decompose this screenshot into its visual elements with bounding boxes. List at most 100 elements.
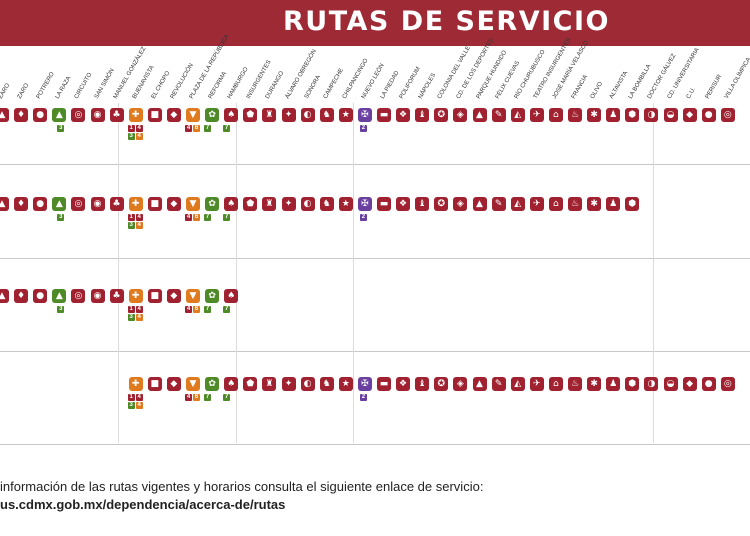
station-icon[interactable]: ◒ — [663, 108, 678, 122]
station-icon[interactable]: ♠ — [224, 197, 239, 211]
station-icon[interactable]: ♠ — [224, 289, 239, 303]
station-icon[interactable]: ✪ — [434, 377, 449, 391]
station-icon[interactable]: ◑ — [644, 108, 659, 122]
station-icon[interactable]: ✿ — [205, 377, 220, 391]
station-icon[interactable]: ■ — [147, 289, 162, 303]
station-icon[interactable]: ◆ — [166, 197, 181, 211]
station-icon[interactable]: ◐ — [300, 377, 315, 391]
station-icon[interactable]: ✚ — [128, 108, 143, 122]
station-icon[interactable]: ◐ — [300, 108, 315, 122]
station-icon[interactable]: ✦ — [281, 108, 296, 122]
station-icon[interactable]: ⬟ — [243, 197, 258, 211]
station-icon[interactable]: ▬ — [377, 197, 391, 211]
station-icon[interactable]: ◒ — [663, 377, 678, 391]
station-icon[interactable]: ▲ — [472, 108, 487, 122]
station-icon[interactable]: ✠ — [357, 377, 372, 391]
station-icon[interactable]: ♠ — [224, 108, 239, 122]
station-icon[interactable]: ◈ — [453, 377, 468, 391]
station-icon[interactable]: ♟ — [606, 108, 621, 122]
station-icon[interactable]: ▲ — [52, 108, 67, 122]
station-icon[interactable]: ♣ — [109, 197, 124, 211]
station-icon[interactable]: ♨ — [568, 377, 582, 391]
station-icon[interactable]: ✚ — [128, 289, 143, 303]
station-icon[interactable]: ♜ — [262, 108, 277, 122]
station-icon[interactable]: ◆ — [682, 377, 697, 391]
station-icon[interactable]: ◆ — [166, 377, 181, 391]
station-icon[interactable]: ◆ — [166, 108, 181, 122]
station-icon[interactable]: ◐ — [300, 197, 315, 211]
station-icon[interactable]: ★ — [338, 108, 353, 122]
station-icon[interactable]: ♞ — [319, 377, 334, 391]
station-icon[interactable]: ✦ — [281, 197, 296, 211]
station-icon[interactable]: ▬ — [377, 377, 391, 391]
footer-link[interactable]: us.cdmx.gob.mx/dependencia/acerca-de/rut… — [0, 497, 286, 512]
station-icon[interactable]: ♨ — [568, 108, 582, 122]
station-icon[interactable]: ♟ — [606, 197, 621, 211]
station-icon[interactable]: ◑ — [644, 377, 659, 391]
station-icon[interactable]: ▼ — [186, 377, 200, 391]
station-icon[interactable]: ♦ — [14, 289, 29, 303]
station-icon[interactable]: ⌂ — [548, 377, 563, 391]
station-icon[interactable]: ▼ — [186, 197, 200, 211]
station-icon[interactable]: ♦ — [14, 197, 29, 211]
station-icon[interactable]: ♜ — [262, 377, 277, 391]
station-icon[interactable]: ♞ — [319, 108, 334, 122]
station-icon[interactable]: ✪ — [434, 108, 449, 122]
station-icon[interactable]: ▲ — [52, 197, 67, 211]
station-icon[interactable]: ★ — [338, 377, 353, 391]
station-icon[interactable]: ♝ — [415, 108, 430, 122]
station-icon[interactable]: ♞ — [319, 197, 334, 211]
station-icon[interactable]: ⬟ — [243, 377, 258, 391]
station-icon[interactable]: ♝ — [415, 197, 430, 211]
station-icon[interactable]: ✎ — [491, 377, 506, 391]
station-icon[interactable]: ✠ — [357, 108, 372, 122]
station-icon[interactable]: ✠ — [357, 197, 372, 211]
station-icon[interactable]: ❖ — [396, 197, 411, 211]
station-icon[interactable]: ◎ — [720, 108, 735, 122]
station-icon[interactable]: ♣ — [109, 289, 124, 303]
station-icon[interactable]: ✿ — [205, 108, 220, 122]
station-icon[interactable]: ⬢ — [625, 197, 640, 211]
station-icon[interactable]: ◆ — [166, 289, 181, 303]
station-icon[interactable]: ✱ — [587, 377, 602, 391]
station-icon[interactable]: ■ — [147, 197, 162, 211]
station-icon[interactable]: ▼ — [186, 108, 200, 122]
station-icon[interactable]: ▼ — [186, 289, 200, 303]
station-icon[interactable]: ◎ — [71, 289, 86, 303]
station-icon[interactable]: ❖ — [396, 377, 411, 391]
station-icon[interactable]: ◭ — [510, 108, 525, 122]
station-icon[interactable]: ⌂ — [548, 197, 563, 211]
station-icon[interactable]: ▲ — [0, 108, 9, 122]
station-icon[interactable]: ✿ — [205, 197, 220, 211]
station-icon[interactable]: ◉ — [90, 289, 105, 303]
station-icon[interactable]: ♨ — [568, 197, 582, 211]
station-icon[interactable]: ◭ — [510, 377, 525, 391]
station-icon[interactable]: ✱ — [587, 108, 602, 122]
station-icon[interactable]: ♣ — [109, 108, 124, 122]
station-icon[interactable]: ◆ — [682, 108, 697, 122]
station-icon[interactable]: ▲ — [0, 289, 9, 303]
station-icon[interactable]: ◎ — [720, 377, 735, 391]
station-icon[interactable]: ★ — [338, 197, 353, 211]
station-icon[interactable]: ♠ — [224, 377, 239, 391]
station-icon[interactable]: ◈ — [453, 108, 468, 122]
station-icon[interactable]: ✈ — [529, 108, 544, 122]
station-icon[interactable]: ▲ — [472, 377, 487, 391]
station-icon[interactable]: ▲ — [52, 289, 67, 303]
station-icon[interactable]: ▲ — [0, 197, 9, 211]
station-icon[interactable]: ◭ — [510, 197, 525, 211]
station-icon[interactable]: ● — [33, 289, 48, 303]
station-icon[interactable]: ▲ — [472, 197, 487, 211]
station-icon[interactable]: ● — [701, 108, 716, 122]
station-icon[interactable]: ✱ — [587, 197, 602, 211]
station-icon[interactable]: ⬟ — [243, 108, 258, 122]
station-icon[interactable]: ✈ — [529, 377, 544, 391]
station-icon[interactable]: ♦ — [14, 108, 29, 122]
station-icon[interactable]: ♜ — [262, 197, 277, 211]
station-icon[interactable]: ◎ — [71, 108, 86, 122]
station-icon[interactable]: ■ — [147, 108, 162, 122]
station-icon[interactable]: ✿ — [205, 289, 220, 303]
station-icon[interactable]: ✈ — [529, 197, 544, 211]
station-icon[interactable]: ✎ — [491, 197, 506, 211]
station-icon[interactable]: ⌂ — [548, 108, 563, 122]
